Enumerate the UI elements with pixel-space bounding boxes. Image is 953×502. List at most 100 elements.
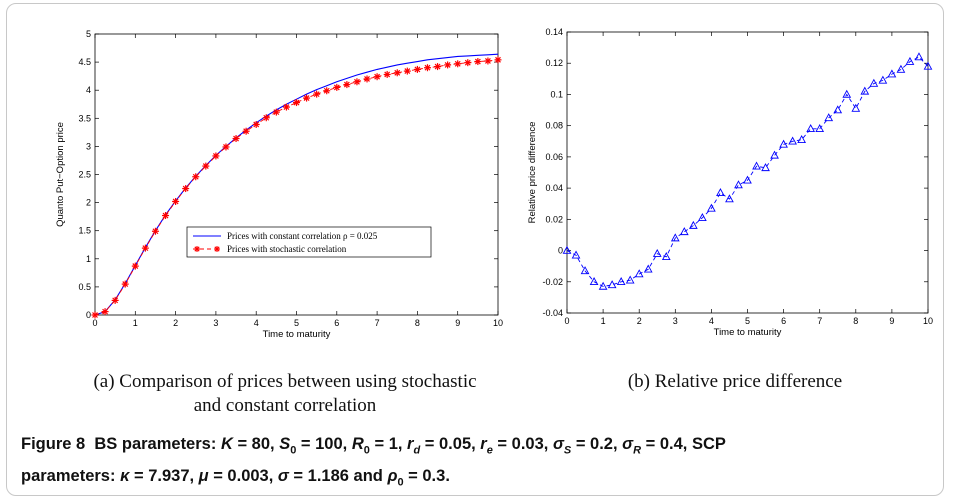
legend: Prices with constant correlation ρ = 0.0… xyxy=(186,226,432,258)
y-tick-label: 0.06 xyxy=(545,152,563,162)
data-point-triangle xyxy=(878,75,888,84)
data-point-triangle xyxy=(752,161,761,170)
data-point-triangle xyxy=(869,78,879,87)
y-tick-label: 0.02 xyxy=(545,214,563,224)
x-tick-label: 4 xyxy=(254,318,259,328)
data-point-triangle xyxy=(688,220,698,229)
x-tick-label: 0 xyxy=(564,316,569,326)
data-point-star xyxy=(333,83,341,91)
legend-label: Prices with stochastic correlation xyxy=(227,244,347,254)
data-point-star xyxy=(323,87,331,95)
figure-label: Figure 8 xyxy=(21,435,86,453)
data-point-triangle xyxy=(562,245,572,254)
legend-label: Prices with constant correlation ρ = 0.0… xyxy=(227,231,378,241)
x-tick-label: 4 xyxy=(709,316,714,326)
data-point-triangle xyxy=(788,136,797,145)
data-point-star xyxy=(192,173,200,181)
data-point-triangle xyxy=(923,61,933,70)
data-point-star xyxy=(121,280,129,288)
subcaption-a: (a) Comparison of prices between using s… xyxy=(55,370,515,418)
x-tick-label: 8 xyxy=(853,316,858,326)
x-tick-label: 3 xyxy=(213,318,218,328)
data-point-star xyxy=(293,99,300,107)
data-point-triangle xyxy=(797,134,807,143)
x-tick-label: 9 xyxy=(889,316,894,326)
data-point-star xyxy=(212,152,220,160)
data-point-star xyxy=(232,135,240,143)
x-tick-label: 5 xyxy=(294,318,299,328)
y-axis-label: Relative price difference xyxy=(527,122,538,224)
subcaption-a-line2: and constant correlation xyxy=(193,395,377,416)
y-tick-label: 4 xyxy=(86,85,91,95)
figure-caption: Figure 8 BS parameters: K = 80, S0 = 100… xyxy=(21,435,726,489)
data-point-star xyxy=(474,58,482,66)
data-point-triangle xyxy=(679,227,689,236)
data-point-triangle xyxy=(670,233,680,242)
data-point-triangle xyxy=(779,139,788,148)
y-tick-label: -0.04 xyxy=(542,308,563,318)
data-point-triangle xyxy=(914,52,924,61)
data-point-star xyxy=(111,296,119,304)
x-tick-label: 0 xyxy=(92,318,97,328)
data-point-star xyxy=(222,143,230,151)
y-tick-label: 1 xyxy=(86,254,91,264)
data-point-star xyxy=(353,78,361,86)
data-point-triangle xyxy=(806,124,816,133)
data-point-triangle xyxy=(860,86,870,95)
y-tick-label: 0.04 xyxy=(545,183,563,193)
subcaption-a-line1: (a) Comparison of prices between using s… xyxy=(93,371,477,392)
data-point-star xyxy=(91,311,99,319)
data-point-star xyxy=(454,60,462,68)
y-tick-label: 0.08 xyxy=(545,121,563,131)
data-point-star xyxy=(202,162,210,170)
data-point-star xyxy=(403,67,411,75)
data-point-star xyxy=(494,56,502,64)
x-tick-label: 9 xyxy=(455,318,460,328)
x-tick-label: 10 xyxy=(493,318,503,328)
data-point-star xyxy=(162,212,170,220)
data-point-triangle xyxy=(652,248,662,257)
data-point-triangle xyxy=(661,252,671,261)
x-tick-label: 10 xyxy=(923,316,933,326)
data-point-star xyxy=(262,114,270,122)
y-tick-label: -0.02 xyxy=(542,277,563,287)
data-point-triangle xyxy=(842,89,852,98)
y-tick-label: 0.12 xyxy=(545,58,563,68)
data-point-triangle xyxy=(887,69,897,78)
data-point-triangle xyxy=(571,250,581,259)
data-point-triangle xyxy=(761,163,770,172)
x-tick-label: 7 xyxy=(375,318,380,328)
data-point-triangle xyxy=(905,56,915,65)
x-tick-label: 1 xyxy=(601,316,606,326)
data-point-triangle xyxy=(725,194,734,203)
y-tick-label: 0.14 xyxy=(545,27,563,37)
data-point-star xyxy=(373,73,381,81)
y-tick-label: 3.5 xyxy=(78,113,91,123)
data-point-star xyxy=(282,103,290,111)
data-point-star xyxy=(252,120,260,128)
data-point-triangle xyxy=(616,277,626,286)
data-point-star xyxy=(464,59,472,67)
data-point-triangle xyxy=(896,64,906,73)
data-point-star xyxy=(182,185,190,193)
y-tick-label: 0.5 xyxy=(78,282,91,292)
data-point-triangle xyxy=(734,180,743,189)
x-axis-label: Time to maturity xyxy=(714,327,782,338)
legend-marker-star xyxy=(214,246,220,252)
data-point-star xyxy=(313,90,321,98)
data-point-star xyxy=(383,70,391,78)
data-point-star xyxy=(393,69,401,77)
data-point-triangle xyxy=(824,113,834,122)
data-point-star xyxy=(484,57,492,65)
data-point-star xyxy=(423,64,431,72)
series-line xyxy=(566,56,929,287)
y-tick-label: 2 xyxy=(86,198,91,208)
y-tick-label: 1.5 xyxy=(78,226,91,236)
data-point-triangle xyxy=(833,105,843,114)
y-tick-label: 0.1 xyxy=(550,89,563,99)
subcaption-b: (b) Relative price difference xyxy=(627,371,843,392)
legend-marker-star xyxy=(194,246,200,252)
data-point-triangle xyxy=(743,175,752,184)
x-tick-label: 1 xyxy=(133,318,138,328)
data-point-star xyxy=(141,244,149,252)
